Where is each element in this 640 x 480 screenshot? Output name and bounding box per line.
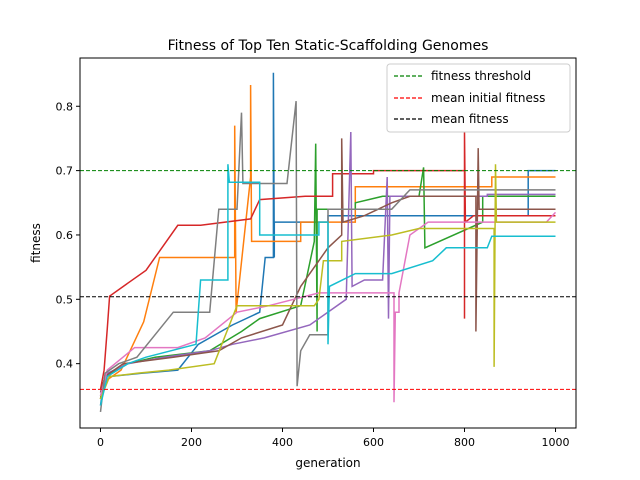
series-line-2	[99, 84, 556, 400]
y-tick-label: 0.5	[56, 293, 74, 306]
x-tick-label: 200	[181, 436, 202, 449]
legend-box	[386, 63, 571, 133]
x-tick-label: 600	[363, 436, 384, 449]
x-tick-label: 800	[454, 436, 475, 449]
legend: fitness threshold mean initial fitness m…	[386, 63, 571, 133]
series-layer	[99, 72, 557, 412]
y-axis-label: fitness	[29, 223, 43, 263]
chart-title: Fitness of Top Ten Static-Scaffolding Ge…	[168, 38, 489, 54]
y-tick-label: 0.7	[56, 165, 74, 178]
series-line-7	[99, 211, 557, 403]
x-tick-label: 1000	[542, 436, 570, 449]
x-axis: 0 200 400 600 800 1000	[97, 428, 570, 449]
x-axis-label: generation	[295, 456, 360, 470]
y-tick-label: 0.8	[56, 100, 74, 113]
y-tick-label: 0.6	[56, 229, 74, 242]
x-tick-label: 400	[272, 436, 293, 449]
series-line-6	[99, 138, 556, 393]
series-line-9	[99, 164, 556, 400]
legend-label-mean-fitness: mean fitness	[431, 112, 509, 126]
series-line-4	[99, 131, 556, 390]
reference-lines-layer	[80, 170, 576, 390]
series-line-8	[99, 101, 556, 412]
series-line-10	[99, 164, 556, 406]
legend-label-fitness-threshold: fitness threshold	[431, 69, 531, 83]
legend-label-mean-initial-fitness: mean initial fitness	[431, 91, 545, 105]
plot-frame	[79, 57, 577, 429]
y-axis: 0.4 0.5 0.6 0.7 0.8	[56, 100, 80, 371]
series-line-3	[99, 143, 556, 400]
y-tick-label: 0.4	[56, 358, 74, 371]
x-tick-label: 0	[97, 436, 104, 449]
